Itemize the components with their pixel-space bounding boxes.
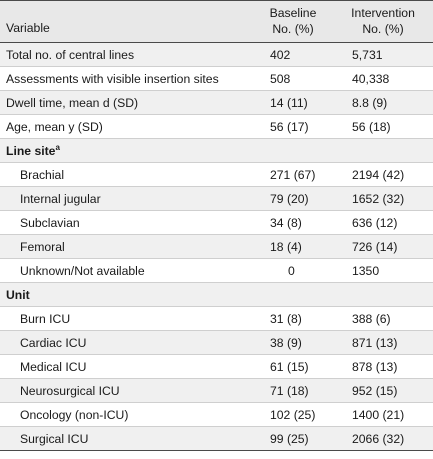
row-variable: Surgical ICU (20, 432, 89, 446)
row-variable: Assessments with visible insertion sites (6, 72, 219, 86)
row-intervention: 871 (13) (352, 336, 398, 350)
header-intervention-unit: No. (%) (362, 22, 404, 36)
row-baseline: 79 (20) (270, 192, 309, 206)
section-label: Unit (6, 288, 30, 302)
row-baseline: 34 (8) (270, 216, 302, 230)
row-variable: Brachial (20, 168, 65, 182)
table-row: Cardiac ICU 38 (9) 871 (13) (0, 331, 433, 355)
section-heading-line-site: Line sitea (0, 139, 433, 163)
section-label-text: Line site (6, 144, 56, 158)
header-baseline-unit: No. (%) (272, 22, 314, 36)
row-intervention: 878 (13) (352, 360, 398, 374)
row-intervention: 2194 (42) (352, 168, 405, 182)
section-label: Line sitea (6, 143, 60, 159)
row-baseline: 56 (17) (270, 120, 309, 134)
row-intervention: 8.8 (9) (352, 96, 388, 110)
row-baseline: 18 (4) (270, 240, 302, 254)
row-intervention: 1350 (352, 264, 380, 278)
row-baseline: 508 (270, 72, 291, 86)
table-row: Surgical ICU 99 (25) 2066 (32) (0, 427, 433, 451)
row-intervention: 40,338 (352, 72, 390, 86)
row-variable: Total no. of central lines (6, 48, 135, 62)
row-variable: Cardiac ICU (20, 336, 87, 350)
header-intervention-title: Intervention (351, 6, 415, 20)
row-baseline: 71 (18) (270, 384, 309, 398)
row-intervention: 5,731 (352, 48, 383, 62)
row-variable: Dwell time, mean d (SD) (6, 96, 139, 110)
row-baseline: 31 (8) (270, 312, 302, 326)
row-intervention: 1400 (21) (352, 408, 405, 422)
row-variable: Unknown/Not available (20, 264, 145, 278)
table-row: Assessments with visible insertion sites… (0, 67, 433, 91)
row-variable: Internal jugular (20, 192, 101, 206)
row-variable: Age, mean y (SD) (6, 120, 103, 134)
table-row: Neurosurgical ICU 71 (18) 952 (15) (0, 379, 433, 403)
table-row: Total no. of central lines 402 5,731 (0, 43, 433, 67)
row-intervention: 1652 (32) (352, 192, 405, 206)
header-baseline: Baseline No. (%) (262, 5, 324, 37)
section-heading-unit: Unit (0, 283, 433, 307)
row-baseline: 402 (270, 48, 291, 62)
row-baseline: 38 (9) (270, 336, 302, 350)
header-baseline-title: Baseline (269, 6, 317, 20)
table-row: Dwell time, mean d (SD) 14 (11) 8.8 (9) (0, 91, 433, 115)
table-row: Internal jugular 79 (20) 1652 (32) (0, 187, 433, 211)
footnote-mark: a (55, 143, 60, 152)
row-variable: Burn ICU (20, 312, 71, 326)
row-intervention: 388 (6) (352, 312, 391, 326)
table-row: Medical ICU 61 (15) 878 (13) (0, 355, 433, 379)
table-row: Oncology (non-ICU) 102 (25) 1400 (21) (0, 403, 433, 427)
row-intervention: 56 (18) (352, 120, 391, 134)
header-variable: Variable (6, 21, 50, 35)
table-header: Variable Baseline No. (%) Intervention N… (0, 0, 433, 43)
header-intervention: Intervention No. (%) (338, 5, 428, 37)
row-variable: Oncology (non-ICU) (20, 408, 129, 422)
table-row: Femoral 18 (4) 726 (14) (0, 235, 433, 259)
row-baseline: 14 (11) (270, 96, 308, 110)
row-baseline: 271 (67) (270, 168, 316, 182)
row-variable: Medical ICU (20, 360, 87, 374)
row-intervention: 952 (15) (352, 384, 398, 398)
row-baseline: 102 (25) (270, 408, 316, 422)
row-variable: Neurosurgical ICU (20, 384, 120, 398)
table-row: Age, mean y (SD) 56 (17) 56 (18) (0, 115, 433, 139)
table-row: Subclavian 34 (8) 636 (12) (0, 211, 433, 235)
row-variable: Subclavian (20, 216, 80, 230)
table-row: Unknown/Not available 0 1350 (0, 259, 433, 283)
row-baseline: 0 (288, 264, 295, 278)
row-intervention: 726 (14) (352, 240, 398, 254)
row-intervention: 2066 (32) (352, 432, 405, 446)
row-baseline: 99 (25) (270, 432, 309, 446)
row-variable: Femoral (20, 240, 65, 254)
table-row: Brachial 271 (67) 2194 (42) (0, 163, 433, 187)
row-baseline: 61 (15) (270, 360, 309, 374)
table-row: Burn ICU 31 (8) 388 (6) (0, 307, 433, 331)
row-intervention: 636 (12) (352, 216, 398, 230)
